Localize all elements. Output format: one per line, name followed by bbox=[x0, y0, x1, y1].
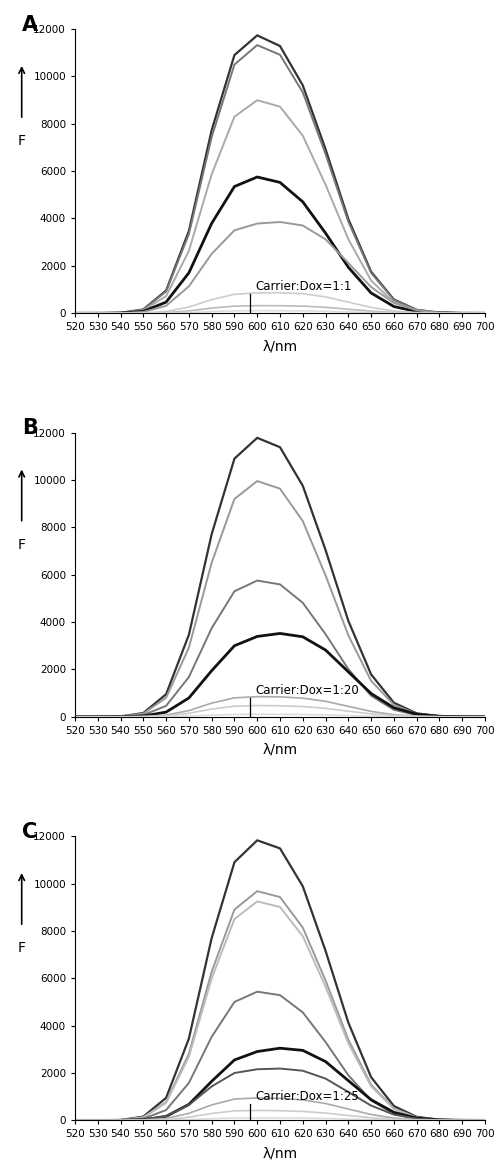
Text: B: B bbox=[22, 418, 38, 439]
Text: F: F bbox=[18, 538, 25, 551]
Text: Carrier:Dox=1:25: Carrier:Dox=1:25 bbox=[255, 1090, 358, 1103]
X-axis label: λ/nm: λ/nm bbox=[262, 743, 298, 757]
Text: F: F bbox=[18, 942, 25, 956]
X-axis label: λ/nm: λ/nm bbox=[262, 1146, 298, 1160]
Text: A: A bbox=[22, 15, 38, 35]
Text: F: F bbox=[18, 135, 25, 149]
Text: Carrier:Dox=1:20: Carrier:Dox=1:20 bbox=[255, 684, 358, 697]
Text: C: C bbox=[22, 822, 37, 842]
Text: Carrier:Dox=1:1: Carrier:Dox=1:1 bbox=[255, 280, 352, 293]
X-axis label: λ/nm: λ/nm bbox=[262, 339, 298, 353]
